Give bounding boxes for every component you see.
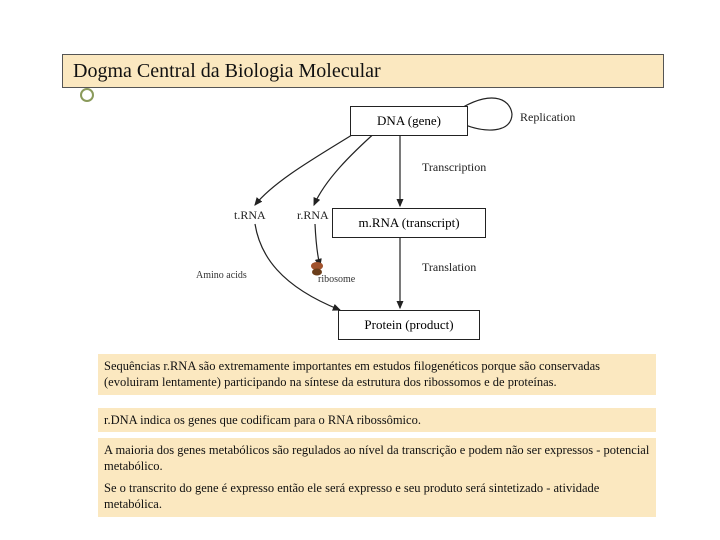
slide-title: Dogma Central da Biologia Molecular [73, 60, 381, 83]
label-translation: Translation [422, 260, 476, 275]
label-replication: Replication [520, 110, 575, 125]
node-mrna: m.RNA (transcript) [332, 208, 486, 238]
label-trna: t.RNA [234, 208, 266, 223]
paragraph-1-text: Sequências r.RNA são extremamente import… [104, 359, 600, 389]
paragraph-3-text: A maioria dos genes metabólicos são regu… [104, 443, 649, 473]
node-protein: Protein (product) [338, 310, 480, 340]
label-transcription: Transcription [422, 160, 486, 175]
label-amino-acids: Amino acids [196, 270, 247, 281]
paragraph-2-text: r.DNA indica os genes que codificam para… [104, 413, 421, 427]
node-protein-label: Protein (product) [364, 317, 453, 333]
paragraph-4-text: Se o transcrito do gene é expresso então… [104, 481, 599, 511]
ribosome-icon [310, 262, 324, 276]
label-rrna: r.RNA [297, 208, 329, 223]
central-dogma-diagram: DNA (gene) m.RNA (transcript) Protein (p… [200, 100, 630, 340]
paragraph-2: r.DNA indica os genes que codificam para… [98, 408, 656, 432]
node-mrna-label: m.RNA (transcript) [358, 215, 459, 231]
node-dna-label: DNA (gene) [377, 113, 441, 129]
slide-title-bar: Dogma Central da Biologia Molecular [62, 54, 664, 88]
bullet-marker-icon [80, 88, 94, 102]
node-dna: DNA (gene) [350, 106, 468, 136]
paragraph-1: Sequências r.RNA são extremamente import… [98, 354, 656, 395]
paragraph-4: Se o transcrito do gene é expresso então… [98, 476, 656, 517]
paragraph-3: A maioria dos genes metabólicos são regu… [98, 438, 656, 479]
